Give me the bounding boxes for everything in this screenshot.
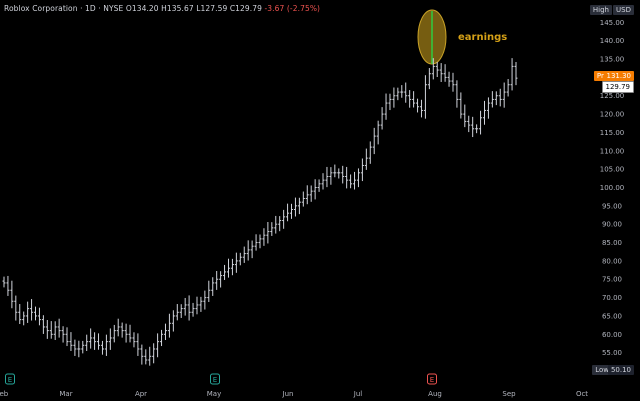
ohlc-bars <box>2 58 518 366</box>
x-tick-label: Feb <box>0 390 9 398</box>
earnings-event-marker <box>427 373 437 385</box>
x-tick-label: May <box>207 390 221 398</box>
x-tick-label: Apr <box>135 390 147 398</box>
price-change: -3.67 (-2.75%) <box>264 4 321 13</box>
x-tick-label: Oct <box>576 390 588 398</box>
x-tick-label: Jul <box>353 390 363 398</box>
ohlc-values: O134.20 H135.67 L127.59 C129.79 <box>125 4 263 13</box>
earnings-event-letter: E <box>8 376 12 384</box>
last-price: 129.79 <box>601 81 634 93</box>
y-tick-label: 95.00 <box>602 202 622 210</box>
earnings-event-marker <box>210 373 220 385</box>
y-tick-label: 65.00 <box>602 312 622 320</box>
y-tick-label: 105.00 <box>600 166 625 174</box>
y-tick-label: 140.00 <box>600 37 625 45</box>
premarket-price: 131.30 <box>603 71 634 81</box>
x-tick-label: Sep <box>502 390 516 398</box>
y-tick-label: 135.00 <box>600 56 625 64</box>
earnings-event-letter: E <box>213 376 217 384</box>
y-tick-label: 55.00 <box>602 349 622 357</box>
low-value: 50.10 <box>607 365 634 375</box>
earnings-highlight <box>417 9 447 65</box>
time-axis: Feb Mar Apr May Jun Jul Aug Sep Oct <box>0 390 588 398</box>
y-tick-label: 120.00 <box>600 111 625 119</box>
earnings-event-letter: E <box>430 376 434 384</box>
currency-button[interactable]: USD <box>613 5 634 15</box>
high-label: High <box>589 5 612 15</box>
x-tick-label: Aug <box>428 390 442 398</box>
low-label: Low <box>592 365 612 375</box>
y-tick-label: 80.00 <box>602 257 622 265</box>
symbol-line: Roblox Corporation · 1D · NYSE <box>4 4 124 13</box>
y-tick-label: 100.00 <box>600 184 625 192</box>
y-tick-label: 115.00 <box>600 129 625 137</box>
earnings-event-marker <box>5 373 15 385</box>
y-tick-label: 75.00 <box>602 276 622 284</box>
y-tick-label: 60.00 <box>602 331 622 339</box>
premarket-label: Pre <box>593 71 611 81</box>
y-tick-label: 70.00 <box>602 294 622 302</box>
chart-header: Roblox Corporation · 1D · NYSE O134.20 H… <box>4 4 320 13</box>
x-tick-label: Jun <box>282 390 294 398</box>
x-tick-label: Mar <box>59 390 72 398</box>
earnings-annotation: earnings <box>458 32 508 43</box>
y-tick-label: 110.00 <box>600 147 625 155</box>
y-tick-label: 85.00 <box>602 239 622 247</box>
price-axis: 55.00 60.00 65.00 70.00 75.00 80.00 85.00 90.00… <box>600 19 625 357</box>
y-tick-label: 90.00 <box>602 221 622 229</box>
y-tick-label: 145.00 <box>600 19 625 27</box>
y-tick-label: 125.00 <box>600 92 625 100</box>
